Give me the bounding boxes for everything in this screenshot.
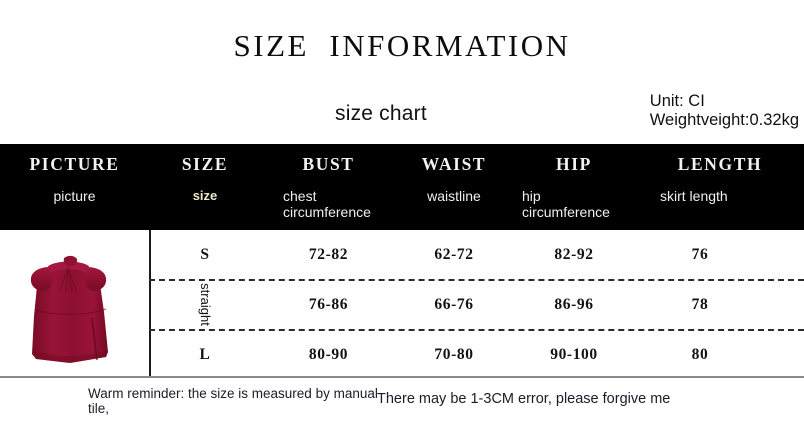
cell-size: straight [149,280,261,329]
table-bottom-rule [0,376,804,378]
picture-column-divider [149,230,151,378]
cell-length: 76 [691,245,709,263]
cell-hip: 90-100 [550,345,598,363]
header-title-waist: WAIST [421,154,487,174]
page-title: SIZE INFORMATION [233,28,571,63]
unit-info: Unit: CI Weightveight:0.32kg [650,92,799,130]
row-divider-2 [149,329,804,331]
unit-line: Unit: CI [649,92,705,110]
product-image-cell [0,230,149,378]
cell-size: L [199,345,211,363]
header-sub-picture: picture [53,188,96,204]
dress-image [30,255,108,363]
cell-length: 78 [691,295,709,313]
cell-hip: 82-92 [554,245,594,263]
header-sub-size: size [192,188,218,203]
cell-size-rotated-text: straight [197,283,213,326]
table-body: S 72-82 62-72 82-92 76 straight 76-86 66… [0,230,804,378]
cell-bust: 80-90 [308,345,349,363]
cell-hip: 86-96 [554,295,594,313]
row-divider-1 [149,279,804,281]
cell-waist: 66-76 [434,295,474,313]
cell-length: 80 [691,345,709,363]
table-row: S 72-82 62-72 82-92 76 [149,230,804,279]
header-sub-length: skirt length [660,188,728,204]
table-row: straight 76-86 66-76 86-96 78 [149,280,804,329]
header-title-bust: BUST [302,154,355,174]
warm-reminder-note: Warm reminder: the size is measured by m… [88,386,378,416]
header-title-length: LENGTH [677,154,763,174]
header-cell-waist: WAIST waistline [396,144,512,230]
weight-line: Weightveight:0.32kg [649,111,799,129]
cell-waist: 62-72 [434,245,474,263]
cell-size: S [200,245,210,263]
header-cell-size: SIZE size [149,144,261,230]
table-row: L 80-90 70-80 90-100 80 [149,330,804,379]
header-title-hip: HIP [556,154,592,174]
size-chart-subtitle: size chart [335,102,427,125]
header-cell-length: LENGTH skirt length [636,144,804,230]
header-cell-bust: BUST chest circumference [261,144,396,230]
header-sub-hip: hip circumference [522,188,610,220]
measurement-error-note: There may be 1-3CM error, please forgive… [377,391,671,407]
table-header-row: PICTURE picture SIZE size BUST chest cir… [0,144,804,230]
header-title-size: SIZE [181,154,229,174]
header-sub-waist: waistline [427,188,481,204]
cell-waist: 70-80 [434,345,474,363]
header-title-picture: PICTURE [29,154,120,174]
cell-bust: 72-82 [308,245,349,263]
header-cell-hip: HIP hip circumference [512,144,636,230]
header-sub-bust: chest circumference [283,188,371,220]
header-cell-picture: PICTURE picture [0,144,149,230]
cell-bust: 76-86 [308,295,349,313]
